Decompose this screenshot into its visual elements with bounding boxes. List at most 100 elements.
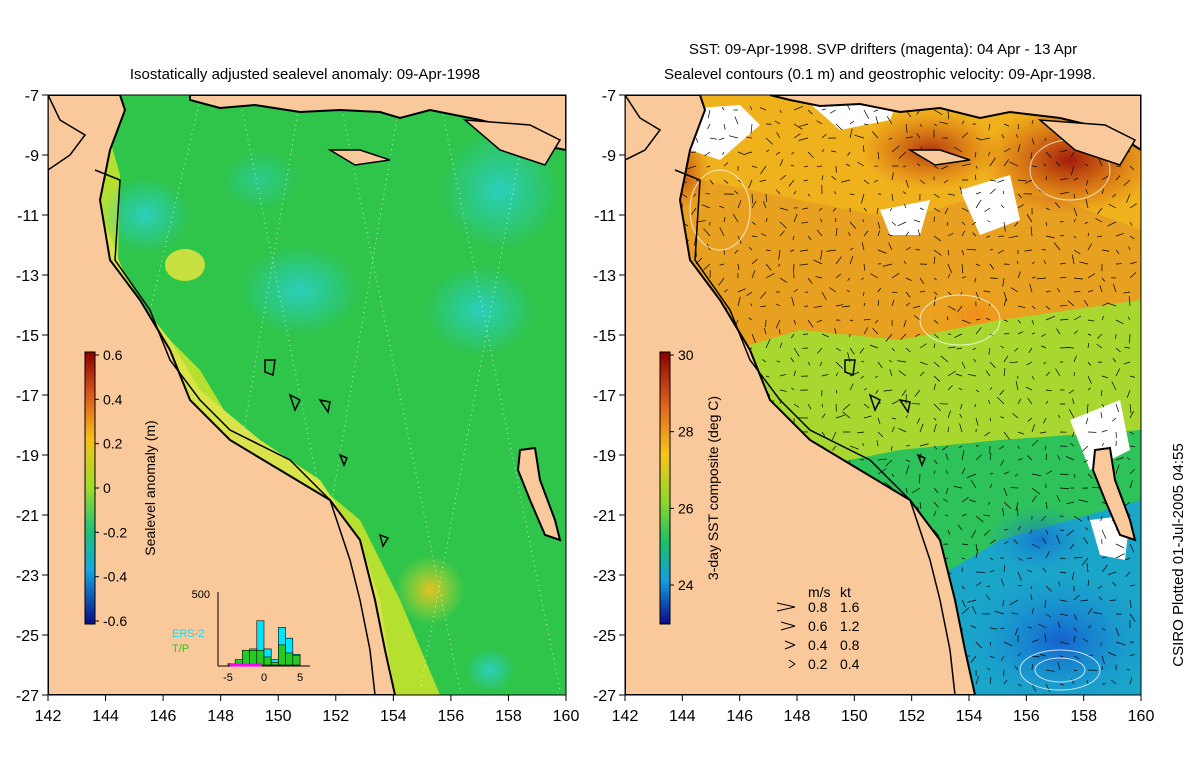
sst-lon-tick-label: 156 <box>1013 708 1040 725</box>
sla-colorbar-tick-label: -0.2 <box>103 524 127 540</box>
sla-colorbar-tick-label: 0.4 <box>103 391 123 407</box>
velocity-legend: m/s kt 0.8 1.6 0.6 1.2 0.4 0.8 0.2 0.4 <box>776 584 860 672</box>
histogram-xtick-neg5: -5 <box>223 672 233 684</box>
sla-lon-tick-label: 158 <box>495 708 522 725</box>
sst-lat-tick-label: -21 <box>593 508 616 525</box>
sst-lon-tick-label: 144 <box>669 708 696 725</box>
sst-land-png <box>769 95 1141 152</box>
sst-colorbar-tick-label: 24 <box>678 577 694 593</box>
right-panel-title-line1: SST: 09-Apr-1998. SVP drifters (magenta)… <box>689 41 1077 58</box>
sst-colorbar-tick-label: 28 <box>678 424 694 440</box>
velocity-legend-ms: 0.8 <box>808 599 828 615</box>
velocity-legend-header-ms: m/s <box>808 584 831 600</box>
sst-land-new-caledonia <box>1091 446 1137 542</box>
sealevel-contours <box>689 139 1111 691</box>
sla-lon-tick-label: 154 <box>380 708 407 725</box>
sst-lon-tick-label: 154 <box>956 708 983 725</box>
sst-lon-tick-label: 146 <box>726 708 753 725</box>
sla-axes: -7 -9 -11 -13 -15 -17 -19 -21 -23 -25 -27 142 144 146… <box>16 88 580 725</box>
sla-lat-tick-label: -15 <box>16 328 39 345</box>
histogram-bars <box>227 620 301 666</box>
histogram-bar-tp <box>292 655 301 666</box>
histogram-xtick-5: 5 <box>297 672 303 684</box>
sla-lon-tick-label: 156 <box>438 708 465 725</box>
sla-lon-tick-label: 160 <box>553 708 580 725</box>
sst-lon-tick-label: 152 <box>898 708 925 725</box>
sla-colorbar-tick-label: 0 <box>103 480 111 496</box>
sst-lat-tick-label: -27 <box>593 688 616 705</box>
sla-colorbar-label: Sealevel anomaly (m) <box>142 420 158 555</box>
sla-colorbar-ticks: 0.6 0.4 0.2 0 -0.2 -0.4 -0.6 <box>95 347 127 629</box>
velocity-legend-arrow <box>784 640 796 646</box>
sst-land-australia <box>625 95 977 695</box>
right-panel-title-line2: Sealevel contours (0.1 m) and geostrophi… <box>664 66 1096 83</box>
sla-lat-tick-label: -9 <box>25 148 39 165</box>
velocity-legend-kt: 0.8 <box>840 637 860 653</box>
track-histogram: 500 -5 0 5 ERS-2 T/P <box>172 589 310 684</box>
sst-lat-tick-label: -15 <box>593 328 616 345</box>
sla-lat-tick-label: -17 <box>16 388 39 405</box>
sst-lat-tick-label: -7 <box>602 88 616 105</box>
velocity-legend-ms: 0.6 <box>808 618 828 634</box>
velocity-legend-arrow <box>776 602 796 608</box>
histogram-bar-tp <box>278 644 286 666</box>
sla-lat-tick-label: -21 <box>16 508 39 525</box>
histogram-legend-ers2: ERS-2 <box>172 628 204 640</box>
sla-lat-tick-label: -23 <box>16 568 39 585</box>
sst-lat-tick-label: -11 <box>594 208 616 225</box>
sst-colorbar-label: 3-day SST composite (deg C) <box>705 396 721 580</box>
sst-lon-tick-label: 150 <box>841 708 868 725</box>
sla-lon-tick-label: 142 <box>35 708 62 725</box>
histogram-ymax-label: 500 <box>192 589 210 601</box>
sla-lon-tick-label: 146 <box>150 708 177 725</box>
histogram-bar-tp <box>285 652 294 666</box>
sst-map <box>625 95 1141 695</box>
sst-lat-tick-label: -23 <box>593 568 616 585</box>
histogram-bar-tp <box>249 649 258 666</box>
sst-lat-tick-label: -17 <box>593 388 616 405</box>
sla-lon-tick-label: 150 <box>265 708 292 725</box>
velocity-legend-arrow <box>780 621 796 627</box>
sst-colorbar-tick-label: 26 <box>678 500 694 516</box>
velocity-legend-kt: 1.6 <box>840 599 860 615</box>
sla-lat-tick-label: -19 <box>16 448 39 465</box>
sla-colorbar <box>84 351 96 625</box>
sst-lat-tick-label: -25 <box>593 628 616 645</box>
sst-lon-tick-label: 142 <box>612 708 639 725</box>
histogram-legend-tp: T/P <box>172 643 189 655</box>
sla-colorbar-tick-label: 0.6 <box>103 347 123 363</box>
sst-lat-tick-label: -19 <box>593 448 616 465</box>
sla-colorbar-tick-label: -0.4 <box>103 569 127 585</box>
velocity-legend-ms: 0.2 <box>808 656 828 672</box>
histogram-bar-tp <box>270 662 279 666</box>
velocity-legend-kt: 0.4 <box>840 656 860 672</box>
histogram-bar-tp <box>263 656 272 666</box>
sla-lon-tick-label: 152 <box>322 708 349 725</box>
velocity-legend-rows: 0.8 1.6 0.6 1.2 0.4 0.8 0.2 0.4 <box>776 599 860 672</box>
sst-colorbar-ticks: 30 28 26 24 <box>670 347 694 593</box>
left-panel-title: Isostatically adjusted sealevel anomaly:… <box>130 66 480 83</box>
sst-lon-tick-label: 158 <box>1070 708 1097 725</box>
sla-lat-tick-label: -7 <box>25 88 39 105</box>
sla-land-png <box>189 95 566 152</box>
sla-lat-tick-label: -13 <box>16 268 39 285</box>
sla-land-australia <box>48 95 397 695</box>
sst-lat-tick-label: -9 <box>602 148 616 165</box>
sla-lat-tick-label: -11 <box>17 208 39 225</box>
sla-map <box>48 95 566 695</box>
sst-colorbar <box>659 351 671 625</box>
velocity-legend-kt: 1.2 <box>840 618 860 634</box>
histogram-bar-tp <box>242 649 250 666</box>
sla-colorbar-tick-label: -0.6 <box>103 613 127 629</box>
sst-lon-tick-label: 160 <box>1128 708 1155 725</box>
velocity-legend-header-kt: kt <box>840 584 851 600</box>
plot-credit: CSIRO Plotted 01-Jul-2005 04:55 <box>1170 443 1187 666</box>
sla-lon-tick-label: 148 <box>207 708 234 725</box>
sla-lon-tick-label: 144 <box>92 708 119 725</box>
histogram-xtick-0: 0 <box>261 672 267 684</box>
histogram-bar-tp <box>256 649 265 666</box>
sst-colorbar-tick-label: 30 <box>678 347 694 363</box>
sla-colorbar-tick-label: 0.2 <box>103 436 123 452</box>
sla-lat-tick-label: -25 <box>16 628 39 645</box>
